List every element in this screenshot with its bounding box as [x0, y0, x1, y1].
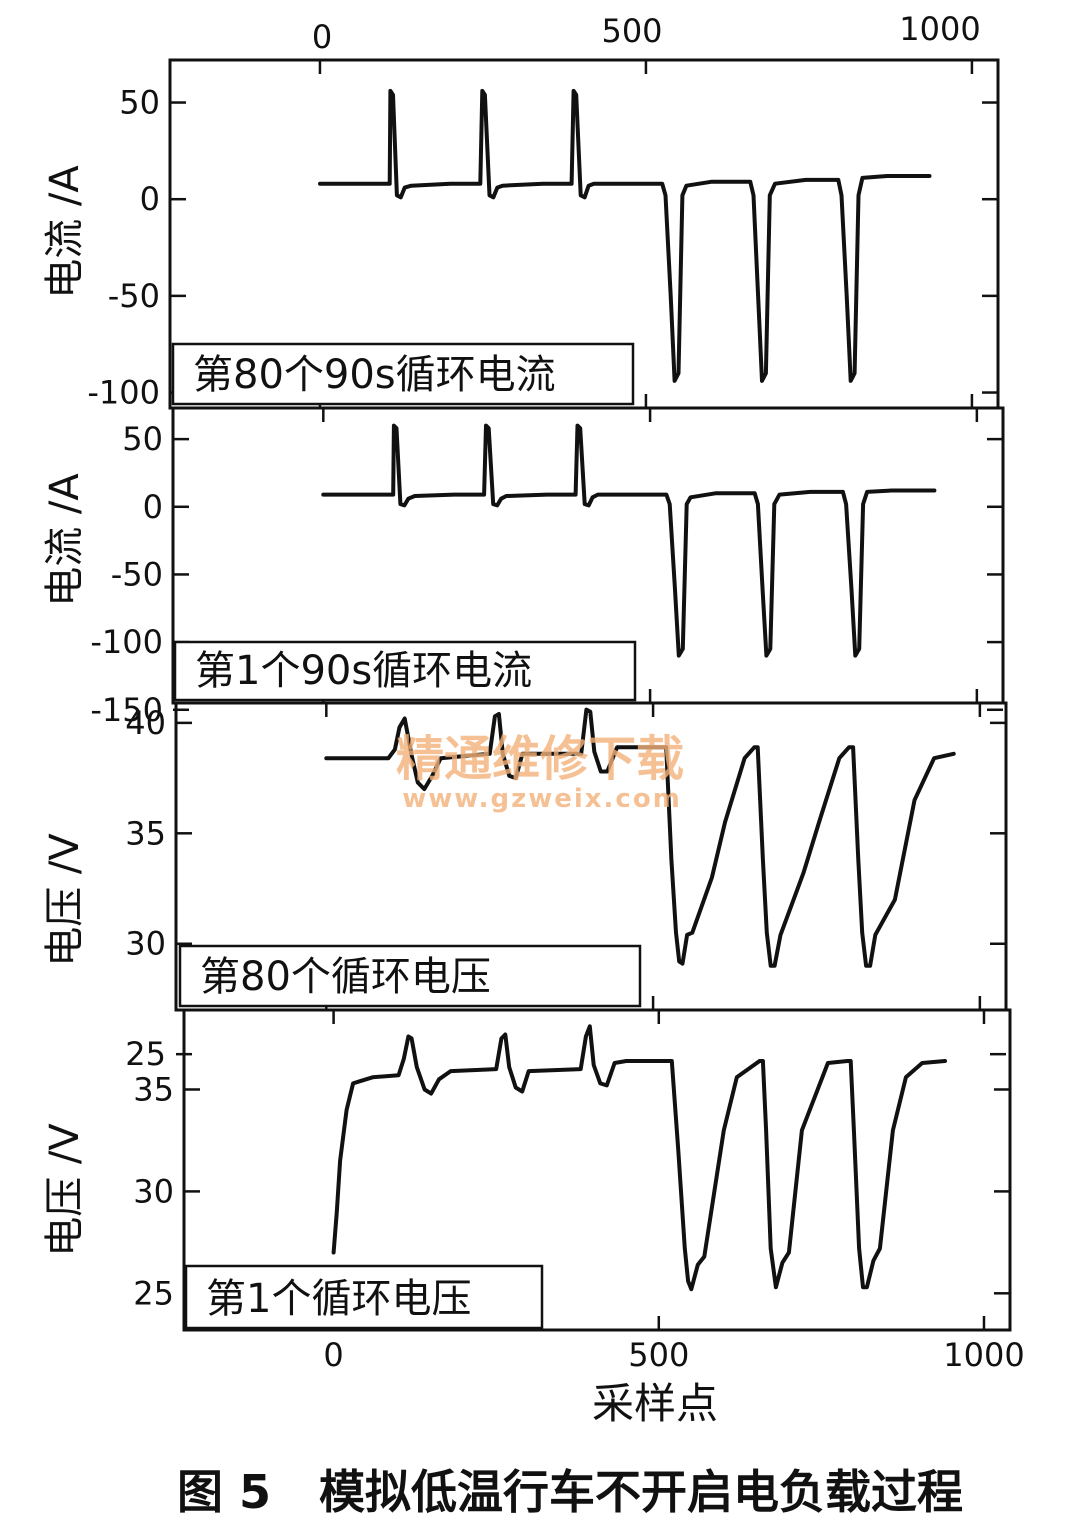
y-tick-label: -100	[87, 374, 160, 412]
top-x-axis: 0 500 1000	[312, 10, 981, 56]
watermark-title: 精通维修下载	[396, 731, 684, 787]
y-tick-label: 0	[140, 180, 160, 218]
y-axis-label: 电压 /V	[42, 1123, 88, 1257]
chart-panel-3: 40 35 30 25 电压 /V 第80个循环电压	[42, 701, 1008, 1073]
bottom-x-axis: 采样点	[592, 1379, 718, 1428]
y-tick-label: 30	[133, 1172, 174, 1210]
panel-label: 第80个90s循环电流	[193, 352, 556, 398]
panel-label-box	[184, 1264, 544, 1330]
series-line-1	[321, 423, 937, 658]
y-tick-label: -50	[111, 555, 163, 593]
series-line-1	[331, 1024, 947, 1292]
y-tick-label: -150	[90, 691, 163, 729]
figure-caption: 图 5 模拟低温行车不开启电负载过程	[177, 1465, 963, 1519]
y-tick-label: 25	[133, 1274, 174, 1312]
bottom-x-tick-label: 500	[628, 1336, 689, 1374]
y-axis-label: 电压 /V	[42, 833, 88, 967]
series-line-1	[324, 707, 956, 968]
panel-label-box	[178, 944, 642, 1008]
series-line-1	[318, 88, 932, 383]
y-tick-label: -50	[108, 277, 160, 315]
panel-label-box	[173, 640, 637, 702]
panel-label: 第80个循环电压	[200, 954, 491, 1000]
y-tick-label: 35	[125, 814, 166, 852]
y-tick-label: 25	[125, 1035, 166, 1073]
plot-frame	[182, 1008, 1012, 1332]
y-axis-label: 电流 /A	[42, 473, 88, 607]
x-axis-label: 采样点	[592, 1379, 718, 1428]
bottom-x-tick-label: 1000	[943, 1336, 1024, 1374]
y-tick-label: 40	[125, 704, 166, 742]
top-x-tick-label: 0	[312, 18, 332, 56]
y-axis-label: 电流 /A	[42, 165, 88, 299]
chart-panel-1: 50 0 -50 -100 电流 /A 第80个90s循环电流	[42, 58, 1000, 412]
y-tick-label: 50	[119, 84, 160, 122]
chart-panel-4: 35 30 25 电压 /V 第1个循环电压 0 500 1000	[42, 1008, 1025, 1374]
chart-panel-2: 50 0 -50 -100 -150 电流 /A 第1个90s循环电流	[42, 406, 1005, 729]
watermark: 精通维修下载 www.gzweix.com	[396, 731, 684, 814]
y-tick-label: 35	[133, 1070, 174, 1108]
panel-label-box	[171, 342, 635, 406]
top-x-tick-label: 500	[601, 12, 662, 50]
bottom-x-tick-label: 0	[323, 1336, 343, 1374]
y-tick-label: 0	[143, 488, 163, 526]
panel-label: 第1个循环电压	[206, 1276, 471, 1322]
top-x-tick-label: 1000	[899, 10, 980, 48]
panel-label: 第1个90s循环电流	[195, 648, 532, 694]
y-tick-label: -100	[90, 623, 163, 661]
watermark-url: www.gzweix.com	[402, 784, 682, 814]
y-tick-label: 50	[122, 420, 163, 458]
y-tick-label: 30	[125, 925, 166, 963]
